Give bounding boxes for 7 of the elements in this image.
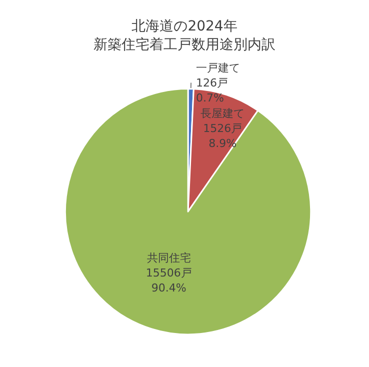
chart-title: 北海道の2024年: [132, 18, 238, 34]
slice-label: 一戸建て: [196, 61, 240, 74]
slice-label: 共同住宅: [146, 252, 191, 265]
data-label: 15506戸 90.4%: [146, 266, 192, 295]
data-label: 126戸 0.7%: [196, 76, 228, 104]
slice-label: 長屋建て: [200, 107, 245, 120]
chart-subtitle: 新築住宅着工戸数用途別内訳: [94, 37, 276, 53]
